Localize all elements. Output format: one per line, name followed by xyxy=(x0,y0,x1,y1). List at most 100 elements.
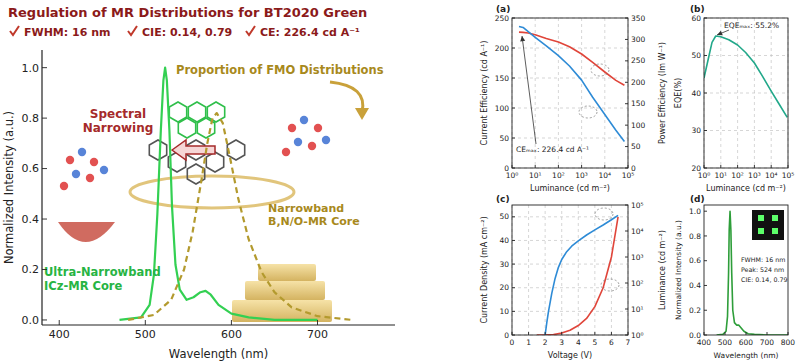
tick xyxy=(625,125,628,126)
tick-label: 0 xyxy=(510,338,515,347)
tick xyxy=(512,108,515,109)
tick xyxy=(512,311,515,312)
decor-circle xyxy=(601,279,619,291)
tick-label: 0.2 xyxy=(689,306,701,315)
tick-label: 60 xyxy=(691,14,701,23)
arrow-line xyxy=(717,30,729,35)
tick-label: 10⁴ xyxy=(631,227,644,236)
device-photo xyxy=(752,210,784,240)
tick xyxy=(704,130,707,131)
annotation: Proportion of FMO Distributions xyxy=(176,63,384,77)
tick xyxy=(512,18,515,19)
tick-label: 2 xyxy=(543,338,548,347)
tick xyxy=(771,165,772,168)
decor-atom xyxy=(78,148,86,156)
grid-line xyxy=(594,205,595,335)
tick xyxy=(594,332,595,335)
axis-title: Luminance (cd m⁻²) xyxy=(706,184,786,193)
tick xyxy=(545,332,546,335)
tick-label: 10⁵ xyxy=(782,171,795,180)
tick xyxy=(704,93,707,94)
tick xyxy=(512,335,515,336)
annotation: EQEₘₐₓ: 55.2% xyxy=(724,21,779,30)
device-pixel xyxy=(772,215,778,221)
tick-label: 0.8 xyxy=(689,232,701,241)
tick xyxy=(704,55,707,56)
series-line xyxy=(704,36,787,117)
tick xyxy=(604,165,605,168)
grid-line xyxy=(512,138,628,139)
plot-frame xyxy=(704,18,788,168)
tick xyxy=(704,18,707,19)
tick-label: 0.0 xyxy=(689,331,701,340)
tick-label: 250 xyxy=(495,14,510,23)
tick xyxy=(145,320,146,325)
tick-label: 200 xyxy=(495,44,510,53)
tick-label: 0.4 xyxy=(689,281,701,290)
tick-label: 0.6 xyxy=(22,162,40,175)
tick-label: 1.0 xyxy=(22,62,40,75)
decor-circle xyxy=(579,106,597,118)
decor-arrow-head xyxy=(355,108,369,120)
tick xyxy=(625,82,628,83)
tick xyxy=(625,257,628,258)
tick-label: 10³ xyxy=(575,171,588,180)
tick xyxy=(625,39,628,40)
molecule-ring xyxy=(227,140,244,160)
plot-area xyxy=(704,36,787,117)
tick xyxy=(535,165,536,168)
tick-label: 10¹ xyxy=(631,305,644,314)
tick xyxy=(581,165,582,168)
tick-label: 40 xyxy=(499,236,509,245)
tick-label: 10 xyxy=(499,307,509,316)
tick-label: 30 xyxy=(499,260,509,269)
decor-atom xyxy=(60,182,68,190)
tick-label: 10³ xyxy=(748,171,761,180)
tick xyxy=(704,335,707,336)
tick-label: 50 xyxy=(499,212,509,221)
tick-label: 50 xyxy=(499,134,509,143)
decor-arrow xyxy=(172,140,215,160)
plot-area xyxy=(519,27,624,142)
tick-label: 0 xyxy=(504,164,509,173)
plot-area xyxy=(537,215,618,335)
tick-label: 30 xyxy=(691,126,701,135)
text-line: Narrowband xyxy=(268,202,344,215)
check-icon xyxy=(128,26,137,35)
tick-label: 20 xyxy=(499,283,509,292)
tick-label: 10² xyxy=(552,171,565,180)
title: Regulation of MR Distributions for BT202… xyxy=(8,5,367,20)
grid-line xyxy=(512,78,628,79)
decor-atom xyxy=(322,136,330,144)
tick-label: 10⁴ xyxy=(765,171,778,180)
decor-circle xyxy=(591,64,609,76)
tick-label: 700 xyxy=(307,328,328,341)
tick-label: 100 xyxy=(631,121,646,130)
panel: 10⁰10¹10²10³10⁴10⁵0501001502002500501001… xyxy=(480,4,667,193)
tick xyxy=(42,168,47,169)
tick xyxy=(59,320,60,325)
tick xyxy=(625,168,628,169)
grid-line xyxy=(528,205,529,335)
grid-line xyxy=(512,264,628,265)
tick xyxy=(625,283,628,284)
tick xyxy=(561,332,562,335)
check-icon xyxy=(10,26,19,35)
tick xyxy=(231,320,232,325)
decor-atom xyxy=(308,142,316,150)
grid-line xyxy=(512,311,628,312)
series-line xyxy=(119,68,317,320)
tick xyxy=(704,285,707,286)
tick-label: 100 xyxy=(495,104,510,113)
grid-line xyxy=(561,205,562,335)
axis-title: Normalized Intensity (a.u.) xyxy=(674,220,683,320)
axis-title: Wavelength (nm) xyxy=(714,351,779,360)
plot-area xyxy=(119,68,351,320)
figure: Ultra-NarrowbandICz-MR CoreNarrowbandB,N… xyxy=(0,0,798,363)
title: (c) xyxy=(496,194,510,204)
grid-line xyxy=(704,55,788,56)
axis-title: Current Efficiency (cd A⁻¹) xyxy=(480,41,489,146)
grid-line xyxy=(737,18,738,168)
grid-line xyxy=(512,240,628,241)
check-icon xyxy=(246,26,255,35)
